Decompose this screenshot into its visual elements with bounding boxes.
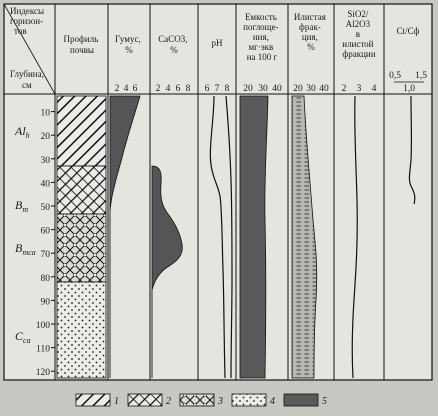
axis-ratio: 2 3 4 — [342, 84, 377, 94]
svg-text:1: 1 — [114, 396, 119, 407]
svg-text:8: 8 — [186, 84, 191, 94]
ph-curve-left — [209, 95, 226, 379]
profile-layer-3 — [56, 213, 107, 283]
svg-text:7: 7 — [215, 84, 220, 94]
horizon-label-1: Alh — [14, 124, 30, 140]
depth-tick-label: 10 — [41, 109, 51, 119]
profile-layer-2 — [56, 165, 107, 215]
axis-capacity: 20 30 40 — [243, 84, 282, 94]
horizon-label-4: Cca — [15, 329, 31, 345]
depth-tick-label: 100 — [36, 321, 51, 331]
legend: 1 2 3 4 5 — [75, 393, 327, 407]
header-ratio: SiO2/ Al2O3 в илистой фракции — [342, 9, 376, 59]
depth-axis: 10 20 30 40 50 60 70 80 90 100 110 120 — [36, 109, 55, 378]
silt-fraction — [291, 95, 318, 379]
axis-caco3: 2 4 6 8 — [156, 84, 191, 94]
depth-tick-label: 60 — [41, 227, 51, 237]
svg-text:1,5: 1,5 — [415, 71, 427, 81]
humus-curve — [109, 95, 141, 215]
svg-text:20: 20 — [293, 84, 303, 94]
svg-text:30: 30 — [306, 84, 316, 94]
axis-ph: 6 7 8 — [205, 84, 230, 94]
svg-text:30: 30 — [258, 84, 268, 94]
header-silt: Илистая фрак- ция, % — [294, 12, 328, 52]
svg-text:0,5: 0,5 — [389, 71, 401, 81]
depth-tick-label: 120 — [36, 368, 51, 378]
header-depth: Глубина, см — [10, 69, 46, 90]
depth-tick-label: 80 — [41, 274, 51, 284]
ph-curve-right — [225, 95, 233, 379]
ratio-curve — [351, 95, 358, 379]
svg-text:4: 4 — [372, 84, 377, 94]
profile-layer-4 — [56, 281, 107, 379]
svg-text:5: 5 — [322, 396, 327, 407]
profile-layer-1 — [56, 95, 107, 167]
ct-curve — [408, 95, 416, 205]
svg-text:4: 4 — [166, 84, 171, 94]
svg-text:40: 40 — [272, 84, 282, 94]
header-profile: Профиль почвы — [64, 34, 101, 55]
depth-tick-label: 110 — [36, 345, 50, 355]
header-ct: Ct/Cф — [397, 26, 420, 36]
caco3-curve — [151, 165, 183, 291]
axis-silt: 20 30 40 — [293, 84, 329, 94]
svg-text:4: 4 — [124, 84, 129, 94]
horizon-label-2: Bm — [15, 198, 28, 214]
depth-tick-label: 30 — [41, 156, 51, 166]
svg-text:20: 20 — [243, 84, 253, 94]
svg-text:4: 4 — [270, 396, 275, 407]
depth-tick-label: 50 — [41, 203, 51, 213]
svg-text:6: 6 — [176, 84, 181, 94]
header-caco3: CaCO3, % — [158, 34, 190, 55]
svg-text:2: 2 — [115, 84, 120, 94]
header-ph: pH — [212, 38, 224, 48]
svg-text:40: 40 — [319, 84, 329, 94]
svg-text:2: 2 — [166, 396, 171, 407]
depth-tick-label: 40 — [41, 179, 51, 189]
header-horizons: Индексы горизон- тов — [10, 6, 46, 36]
svg-text:6: 6 — [205, 84, 210, 94]
svg-text:2: 2 — [156, 84, 161, 94]
header-capacity: Емкость поглоще- ния, мг·экв на 100 г — [243, 12, 281, 62]
depth-tick-label: 20 — [41, 132, 51, 142]
axis-humus: 2 4 6 — [115, 84, 138, 94]
capacity-bar — [239, 95, 269, 379]
svg-text:2: 2 — [342, 84, 347, 94]
depth-tick-label: 70 — [41, 250, 51, 260]
svg-text:3: 3 — [217, 396, 223, 407]
svg-text:8: 8 — [225, 84, 230, 94]
depth-tick-label: 90 — [41, 297, 51, 307]
svg-text:3: 3 — [357, 84, 362, 94]
horizon-label-3: Bmca — [15, 241, 36, 257]
svg-text:1,0: 1,0 — [403, 84, 415, 94]
axis-ct: 0,5 1,0 1,5 — [389, 71, 427, 94]
header-humus: Гумус, % — [115, 34, 143, 55]
svg-text:6: 6 — [133, 84, 138, 94]
